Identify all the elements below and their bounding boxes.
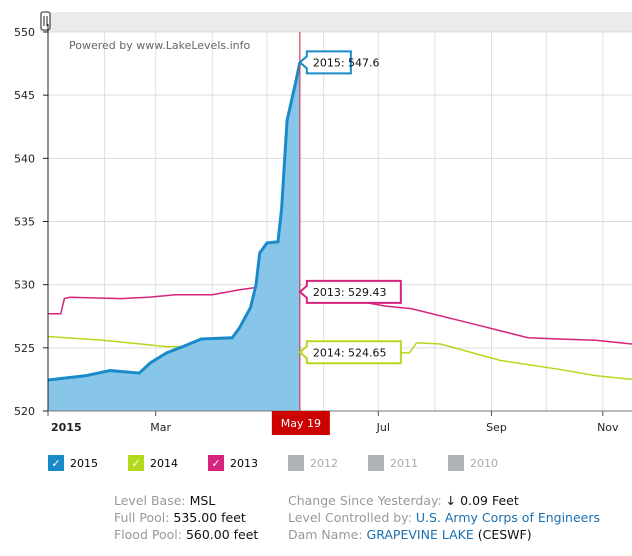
down-arrow-icon: ↓ [445,493,457,508]
dam-name-link[interactable]: GRAPEVINE LAKE [366,527,474,542]
watermark: Powered by www.LakeLevels.info [69,39,251,52]
x-tick-label: Jul [376,421,390,434]
y-tick-label: 535 [14,216,35,229]
tooltip-2014 [298,340,402,365]
legend-item-2011[interactable]: 2011 [368,455,418,471]
series-line-2015 [47,62,302,382]
full-pool-label: Full Pool: [114,510,170,525]
legend-label: 2011 [390,456,418,470]
cursor-date-label: May 19 [281,417,321,430]
x-tick-label: Nov [597,421,619,434]
legend-label: 2012 [310,456,338,470]
legend-label: 2015 [70,456,98,470]
info-left: Level Base: MSL Full Pool: 535.00 feet F… [114,492,258,543]
y-tick-label: 525 [14,342,35,355]
checkbox-2011[interactable] [368,455,384,471]
legend-item-2013[interactable]: ✓ 2013 [208,455,258,471]
dam-name-label: Dam Name: [288,527,363,542]
legend-item-2012[interactable]: 2012 [288,455,338,471]
tooltip-2015 [298,50,352,75]
dam-code: (CESWF) [477,527,532,542]
y-tick-label: 545 [14,89,35,102]
cursor-date-badge [271,411,330,435]
flood-pool-value: 560.00 feet [185,527,259,542]
legend-item-2010[interactable]: 2010 [448,455,498,471]
tooltip-2013 [298,279,402,304]
y-tick-label: 530 [14,279,35,292]
series-area-2015 [48,62,300,411]
checkbox-2010[interactable] [448,455,464,471]
legend: ✓ 2015 ✓ 2014 ✓ 2013 2012 2011 2010 [48,455,528,471]
checkbox-2012[interactable] [288,455,304,471]
y-tick-label: 550 [14,26,35,39]
x-tick-label: Sep [486,421,507,434]
lake-level-chart: 520 525 530 535 540 545 550 Powered by www.Lake… [14,11,632,435]
tooltip-label-2013: 2013: 529.43 [313,286,387,299]
y-tick-label: 540 [14,152,35,165]
level-base-label: Level Base: [114,493,186,508]
legend-item-2014[interactable]: ✓ 2014 [128,455,178,471]
flood-pool-label: Flood Pool: [114,527,182,542]
info-right: Change Since Yesterday: ↓ 0.09 Feet Leve… [288,492,600,543]
controlled-by-link[interactable]: U.S. Army Corps of Engineers [415,510,601,525]
legend-label: 2014 [150,456,178,470]
scrollbar-track[interactable] [40,12,632,32]
checkbox-2014[interactable]: ✓ [128,455,144,471]
scrollbar-handle[interactable] [40,11,51,31]
x-tick-label: 2015 [51,421,82,434]
change-label: Change Since Yesterday: [288,493,442,508]
legend-item-2015[interactable]: ✓ 2015 [48,455,98,471]
x-tick-label: Mar [150,421,171,434]
controlled-by-label: Level Controlled by: [288,510,412,525]
full-pool-value: 535.00 feet [173,510,246,525]
checkbox-2015[interactable]: ✓ [48,455,64,471]
legend-label: 2010 [470,456,498,470]
tooltip-label-2015: 2015: 547.6 [313,56,380,69]
level-base-value: MSL [189,493,216,508]
checkbox-2013[interactable]: ✓ [208,455,224,471]
change-value: 0.09 Feet [460,493,519,508]
legend-label: 2013 [230,456,258,470]
y-tick-label: 520 [14,405,35,418]
tooltip-label-2014: 2014: 524.65 [313,346,387,359]
